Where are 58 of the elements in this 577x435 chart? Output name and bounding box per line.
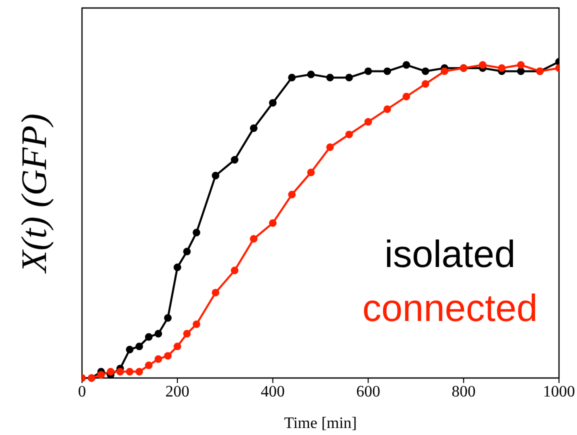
point (269, 219, 277, 227)
point (144, 333, 153, 341)
point (230, 156, 238, 164)
point (326, 143, 334, 151)
x-tick-label: 200 (165, 383, 190, 400)
text: isolated (384, 234, 516, 276)
point (135, 342, 144, 350)
point (97, 371, 105, 379)
point (135, 368, 144, 376)
point (174, 342, 182, 350)
x-tick-label: 0 (78, 383, 86, 400)
point (250, 124, 258, 132)
point (230, 266, 238, 274)
y-axis-title: X(t) (GFP) (14, 114, 54, 274)
point (498, 64, 506, 72)
point (478, 61, 486, 69)
point (326, 74, 334, 82)
point (116, 368, 124, 376)
point (383, 105, 392, 113)
point (192, 228, 200, 236)
point (126, 346, 134, 354)
x-tick-label: 800 (452, 383, 476, 400)
point (307, 70, 315, 78)
point (422, 67, 430, 76)
point (307, 168, 315, 176)
point (183, 248, 191, 256)
x-tick-label: 600 (356, 383, 380, 400)
point (154, 355, 162, 363)
point (212, 172, 220, 180)
point (345, 130, 353, 138)
point (288, 190, 296, 198)
point (269, 99, 277, 107)
point (154, 330, 162, 338)
x-tick-label: 1000 (543, 383, 575, 400)
point (164, 314, 172, 322)
text: connected (362, 288, 538, 330)
point (517, 67, 525, 76)
point (183, 330, 191, 338)
point (517, 61, 525, 69)
point (192, 320, 200, 328)
point (144, 362, 153, 370)
point (364, 67, 372, 76)
point (402, 61, 410, 69)
point (126, 368, 134, 376)
x-tick-label: 400 (260, 383, 285, 400)
point (164, 352, 172, 360)
point (106, 368, 114, 376)
point (422, 80, 430, 88)
point (174, 264, 182, 272)
point (288, 74, 296, 82)
point (402, 92, 410, 100)
point (383, 67, 392, 76)
point (440, 67, 448, 76)
point (250, 235, 258, 243)
point (345, 74, 353, 82)
point (212, 288, 220, 296)
point (364, 118, 372, 126)
x-axis-title: Time [min] (284, 415, 357, 432)
